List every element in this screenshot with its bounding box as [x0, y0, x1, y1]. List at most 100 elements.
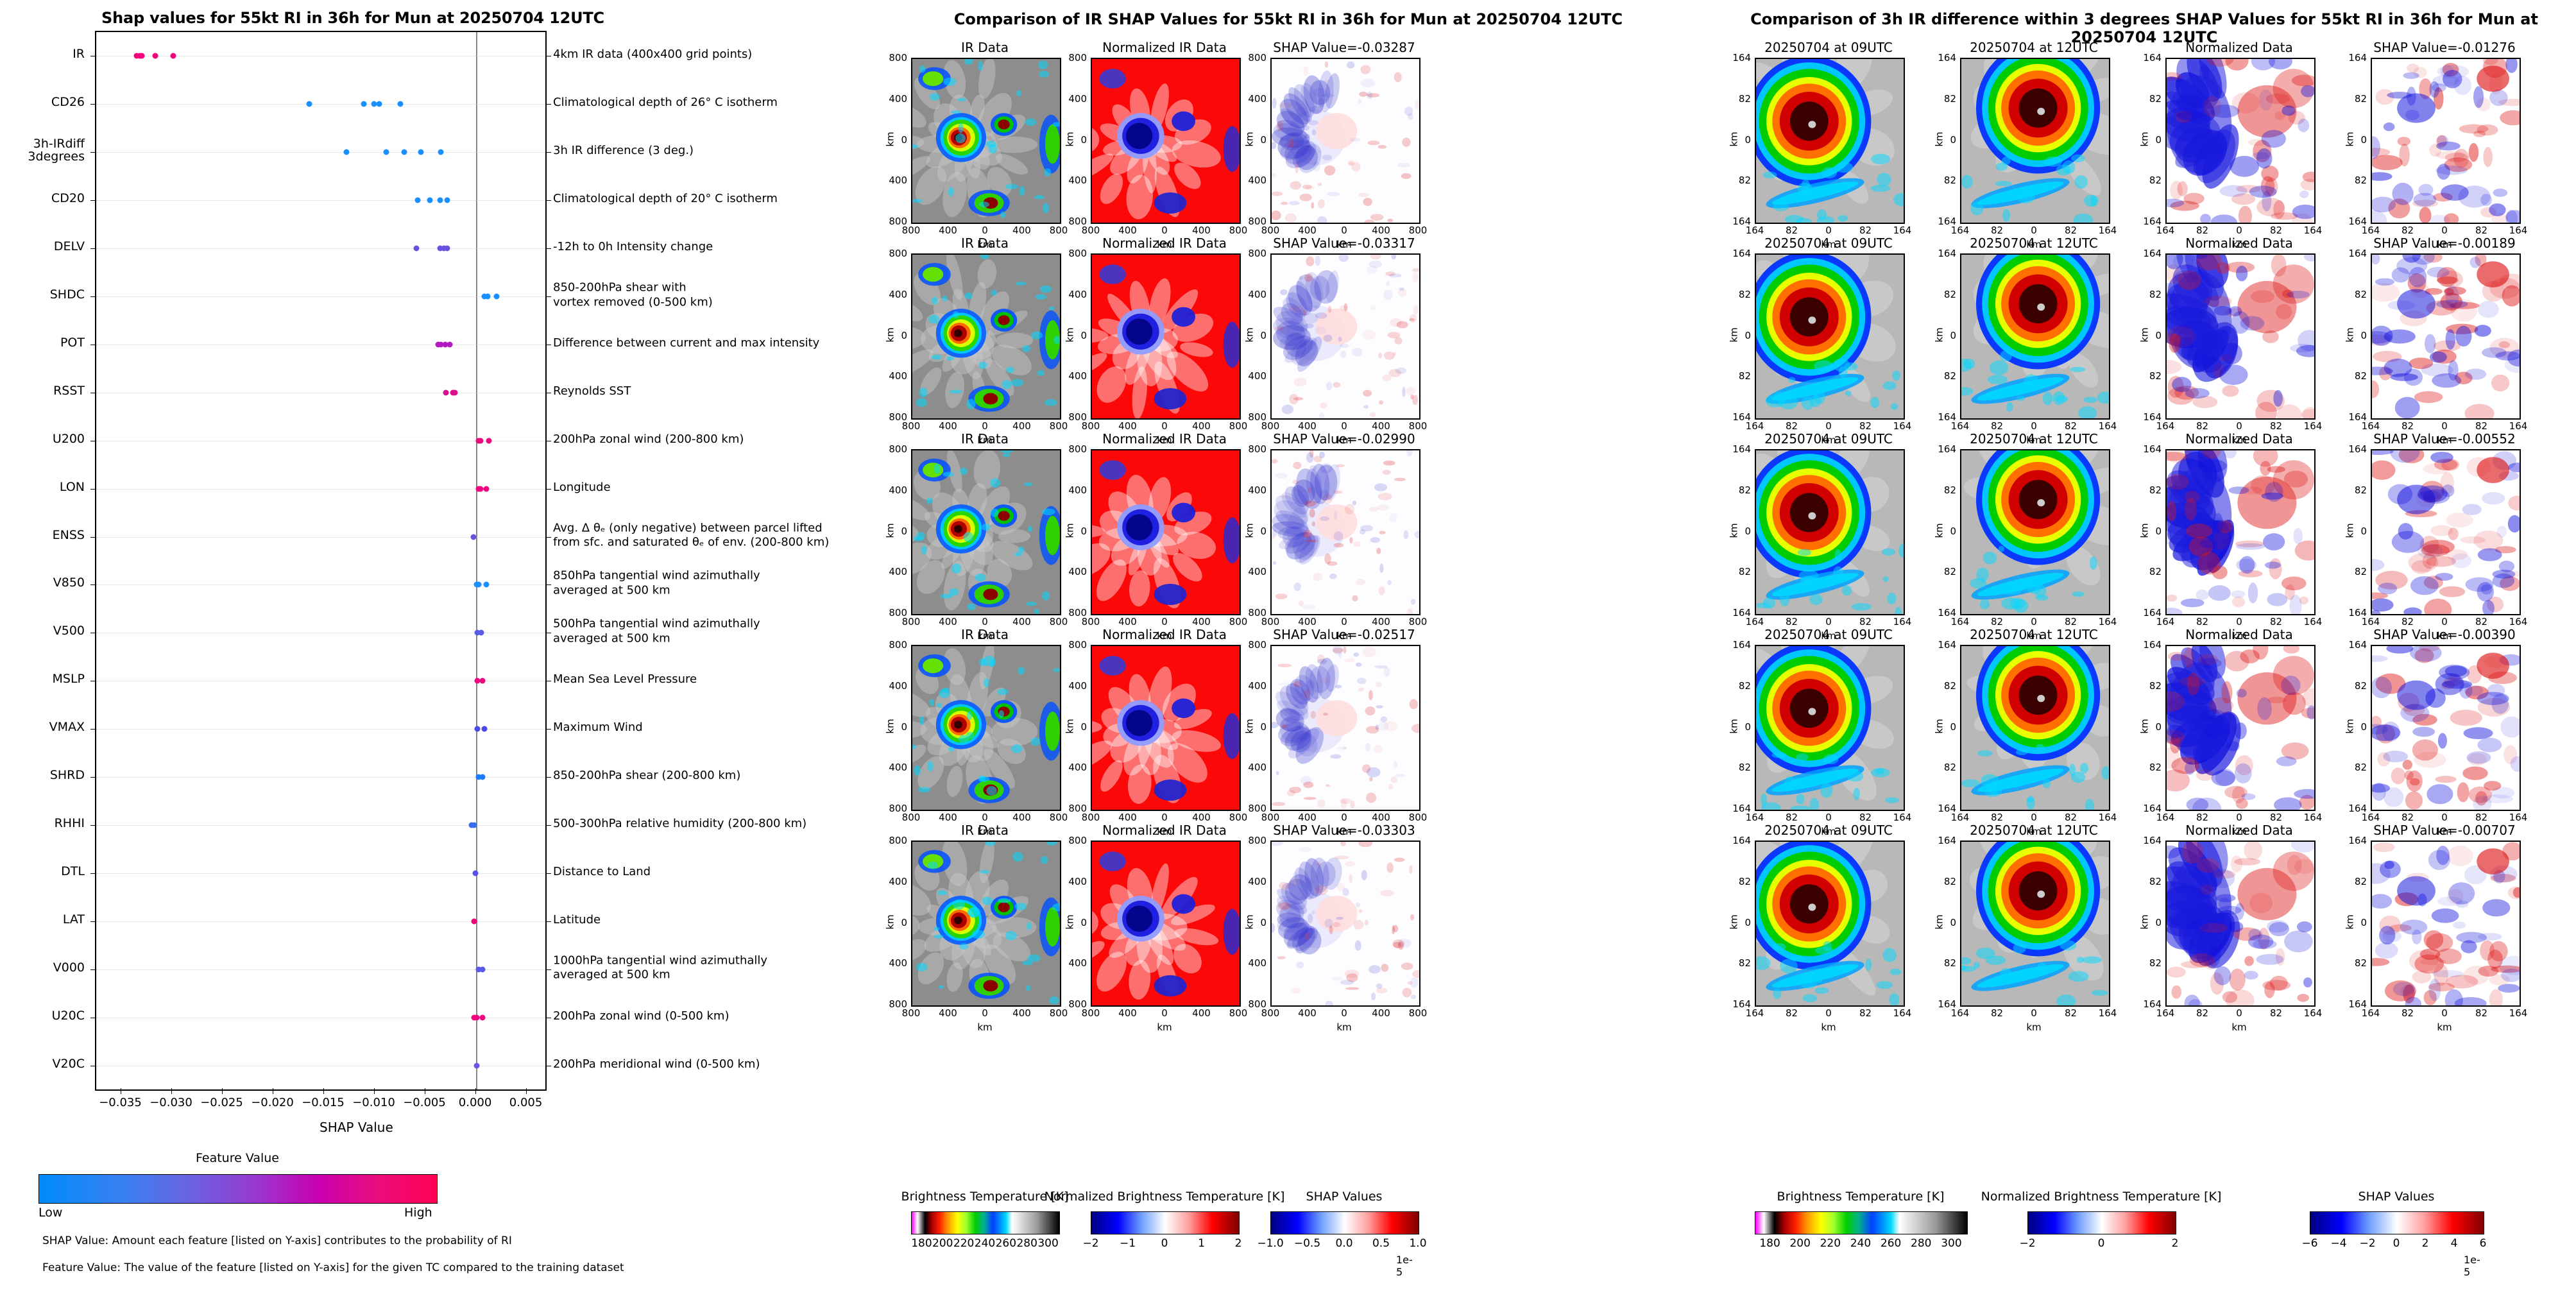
feature-gridline — [96, 536, 545, 538]
x-tick-label: 400 — [1118, 420, 1137, 432]
x-axis-label: km — [2231, 826, 2247, 837]
colorbar-tick: 220 — [1820, 1237, 1841, 1250]
colorbar-2 — [2310, 1211, 2484, 1234]
x-axis-label: km — [977, 826, 993, 837]
x-tick-label: 800 — [1229, 812, 1248, 823]
x-tick-label: 82 — [2475, 420, 2488, 432]
x-tick-label: 82 — [2196, 1007, 2209, 1019]
image-panel-irn-row1 — [1091, 58, 1241, 224]
feature-label-delv: DELV — [53, 239, 85, 254]
x-tick — [373, 1088, 375, 1094]
x-axis-label: km — [2026, 826, 2042, 837]
y-tick-label: 82 — [2354, 679, 2367, 692]
panel-title-ir-data: IR Data — [961, 235, 1009, 251]
shap-note-1: SHAP Value: Amount each feature [listed … — [42, 1234, 512, 1247]
y-tick-label: 82 — [2354, 370, 2367, 382]
x-tick-label: 0.005 — [509, 1096, 543, 1109]
y-tick-label: 0 — [1744, 133, 1751, 146]
y-tick-label: 82 — [1738, 566, 1751, 578]
shap-point — [479, 1014, 486, 1021]
x-tick-label: 400 — [1192, 616, 1211, 627]
x-tick-label: 164 — [1893, 1007, 1912, 1019]
x-tick-label: 400 — [1118, 616, 1137, 627]
x-axis-label: km — [977, 434, 993, 446]
shap-point — [477, 486, 484, 492]
y-tick-label: 400 — [1248, 875, 1267, 887]
feature-description: Latitude — [553, 912, 601, 926]
panel-title-diffshap: SHAP Value=-0.01276 — [2373, 40, 2516, 55]
feature-label-dtl: DTL — [61, 864, 85, 878]
y-tick-label: 800 — [1248, 803, 1267, 814]
x-axis-label: km — [1336, 434, 1352, 446]
y-axis-label: km — [2138, 914, 2151, 930]
x-axis-label: km — [2437, 1021, 2452, 1033]
y-tick-right — [545, 104, 551, 105]
feature-description: 850-200hPa shear (200-800 km) — [553, 768, 741, 782]
panel-title-diff09: 20250704 at 09UTC — [1764, 40, 1893, 55]
x-tick-label: 82 — [1859, 616, 1872, 627]
x-tick-label: 800 — [1229, 420, 1248, 432]
y-tick-label: 164 — [1938, 803, 1956, 814]
x-tick-label: 800 — [1261, 1007, 1280, 1019]
y-tick — [90, 536, 96, 538]
shap-point — [376, 101, 382, 107]
shap-point — [397, 101, 404, 107]
shap-point — [442, 341, 448, 348]
feature-label-pot: POT — [60, 335, 85, 350]
panel-title-diffnorm: Normalized Data — [2185, 627, 2293, 642]
y-tick-label: 400 — [1248, 92, 1267, 105]
panel-title-diffshap: SHAP Value=-0.00189 — [2373, 235, 2516, 251]
shap-point — [483, 486, 490, 492]
y-tick — [90, 200, 96, 201]
x-tick-label: 82 — [1859, 1007, 1872, 1019]
colorbar-0 — [1755, 1211, 1968, 1234]
x-tick-label: 164 — [1950, 616, 1970, 627]
shap-point — [152, 53, 158, 59]
x-tick-label: 82 — [1785, 225, 1798, 236]
y-tick-label: 82 — [2354, 484, 2367, 496]
x-axis-label: km — [1821, 1021, 1836, 1033]
x-axis-label: km — [1157, 239, 1172, 250]
x-tick-label: −0.015 — [302, 1096, 345, 1109]
x-tick-label: 400 — [1298, 420, 1317, 432]
y-tick-label: 0 — [1950, 525, 1956, 537]
y-tick-label: 82 — [2149, 288, 2162, 300]
shap-point — [479, 966, 486, 973]
y-axis-label: km — [2344, 914, 2356, 930]
irdiff-section-title: Comparison of 3h IR difference within 3 … — [1750, 10, 2538, 46]
y-tick-label: 0 — [1260, 721, 1267, 733]
x-tick-label: 0 — [1341, 225, 1347, 236]
panel-title-ir-data: IR Data — [961, 823, 1009, 838]
shap-point — [371, 101, 377, 107]
x-tick-label: 400 — [1012, 616, 1031, 627]
x-tick-label: 0 — [2031, 225, 2037, 236]
x-tick-label: 82 — [1785, 420, 1798, 432]
image-panel-shapir-row1 — [1270, 58, 1420, 224]
y-tick-label: 800 — [1068, 998, 1087, 1010]
image-panel-shapir-row3 — [1270, 449, 1420, 615]
y-axis-label: km — [1933, 131, 1945, 147]
shap-point — [481, 726, 488, 732]
image-panel-diffshap-row1 — [2371, 58, 2521, 224]
shap-point — [473, 1063, 480, 1069]
y-tick-label: 82 — [1738, 762, 1751, 774]
y-tick-label: 164 — [1938, 216, 1956, 227]
y-tick-label: 400 — [1248, 957, 1267, 969]
x-tick-label: 82 — [1785, 1007, 1798, 1019]
x-tick-label: 82 — [2475, 812, 2488, 823]
y-tick-label: 800 — [1248, 216, 1267, 227]
x-tick-label: 82 — [2196, 420, 2209, 432]
image-panel-diffshap-row5 — [2371, 841, 2521, 1007]
x-tick-label: 164 — [2361, 420, 2380, 432]
y-tick-label: 0 — [1260, 916, 1267, 928]
x-axis-label: km — [977, 630, 993, 642]
y-tick-label: 800 — [889, 443, 907, 455]
y-tick-label: 0 — [2155, 329, 2162, 341]
colorbar-tick: 280 — [1016, 1237, 1037, 1250]
y-tick-label: 400 — [889, 957, 907, 969]
feature-description: Climatological depth of 26° C isotherm — [553, 96, 778, 110]
y-tick-right — [545, 152, 551, 153]
colorbar-title-0: Brightness Temperature [K] — [901, 1190, 1069, 1204]
feature-description: Difference between current and max inten… — [553, 336, 820, 350]
x-tick-label: 164 — [2098, 420, 2117, 432]
